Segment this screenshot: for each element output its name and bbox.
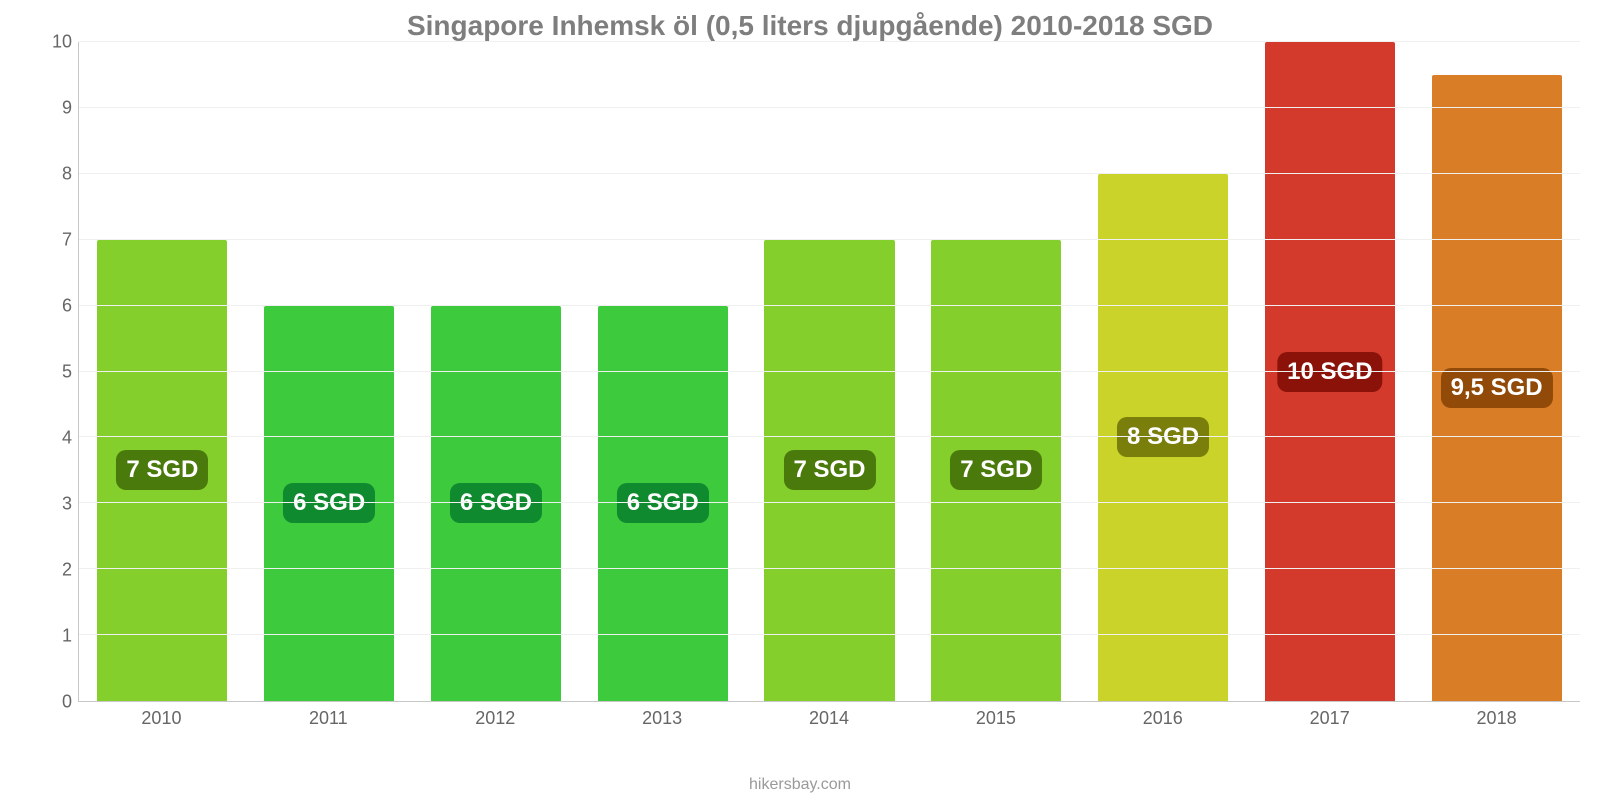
bar-value-label: 9,5 SGD xyxy=(1441,368,1553,408)
bar-slot: 7 SGD xyxy=(913,42,1080,701)
y-tick-label: 9 xyxy=(62,98,72,119)
gridline xyxy=(79,239,1580,240)
bar-value-label: 8 SGD xyxy=(1117,417,1209,457)
chart-title: Singapore Inhemsk öl (0,5 liters djupgåe… xyxy=(40,10,1580,42)
bar-value-label: 7 SGD xyxy=(783,450,875,490)
y-tick-label: 8 xyxy=(62,164,72,185)
bar-slot: 9,5 SGD xyxy=(1413,42,1580,701)
bar-value-label: 7 SGD xyxy=(950,450,1042,490)
bar-value-label: 7 SGD xyxy=(116,450,208,490)
x-axis: 201020112012201320142015201620172018 xyxy=(78,702,1580,729)
gridline xyxy=(79,502,1580,503)
bar: 7 SGD xyxy=(97,240,227,701)
x-tick-label: 2011 xyxy=(245,702,412,729)
bar-slot: 7 SGD xyxy=(746,42,913,701)
bar: 7 SGD xyxy=(931,240,1061,701)
bar-slot: 8 SGD xyxy=(1080,42,1247,701)
bar: 8 SGD xyxy=(1098,174,1228,701)
gridline xyxy=(79,568,1580,569)
y-tick-label: 3 xyxy=(62,494,72,515)
gridline xyxy=(79,173,1580,174)
bars-layer: 7 SGD 6 SGD 6 SGD 6 SGD 7 SGD 7 SGD 8 SGD 10 SG… xyxy=(79,42,1580,701)
x-tick-label: 2017 xyxy=(1246,702,1413,729)
plot-wrap: 012345678910 7 SGD6 SGD6 SGD6 SGD7 SGD7 … xyxy=(40,42,1580,702)
y-tick-label: 6 xyxy=(62,296,72,317)
y-tick-label: 10 xyxy=(52,32,72,53)
bar-slot: 6 SGD xyxy=(579,42,746,701)
bar-slot: 7 SGD xyxy=(79,42,246,701)
y-tick-label: 7 xyxy=(62,230,72,251)
gridline xyxy=(79,107,1580,108)
y-tick-label: 2 xyxy=(62,560,72,581)
bar-value-label: 6 SGD xyxy=(450,483,542,523)
bar: 9,5 SGD xyxy=(1432,75,1562,701)
gridline xyxy=(79,634,1580,635)
bar-value-label: 6 SGD xyxy=(617,483,709,523)
y-tick-label: 4 xyxy=(62,428,72,449)
bar-slot: 6 SGD xyxy=(413,42,580,701)
gridline xyxy=(79,436,1580,437)
y-tick-label: 5 xyxy=(62,362,72,383)
x-tick-label: 2015 xyxy=(912,702,1079,729)
plot-area: 7 SGD 6 SGD 6 SGD 6 SGD 7 SGD 7 SGD 8 SGD 10 SG… xyxy=(78,42,1580,702)
bar-slot: 10 SGD xyxy=(1246,42,1413,701)
gridline xyxy=(79,371,1580,372)
x-tick-label: 2012 xyxy=(412,702,579,729)
x-tick-label: 2018 xyxy=(1413,702,1580,729)
y-axis: 012345678910 xyxy=(40,42,78,702)
y-tick-label: 0 xyxy=(62,692,72,713)
bar-value-label: 6 SGD xyxy=(283,483,375,523)
x-tick-label: 2013 xyxy=(579,702,746,729)
x-tick-label: 2010 xyxy=(78,702,245,729)
x-tick-label: 2016 xyxy=(1079,702,1246,729)
bar: 7 SGD xyxy=(764,240,894,701)
bar-value-label: 10 SGD xyxy=(1277,352,1382,392)
attribution-text: hikersbay.com xyxy=(0,776,1600,794)
bar: 10 SGD xyxy=(1265,42,1395,701)
gridline xyxy=(79,41,1580,42)
chart-container: Singapore Inhemsk öl (0,5 liters djupgåe… xyxy=(40,10,1580,770)
gridline xyxy=(79,305,1580,306)
y-tick-label: 1 xyxy=(62,626,72,647)
x-tick-label: 2014 xyxy=(746,702,913,729)
bar-slot: 6 SGD xyxy=(246,42,413,701)
